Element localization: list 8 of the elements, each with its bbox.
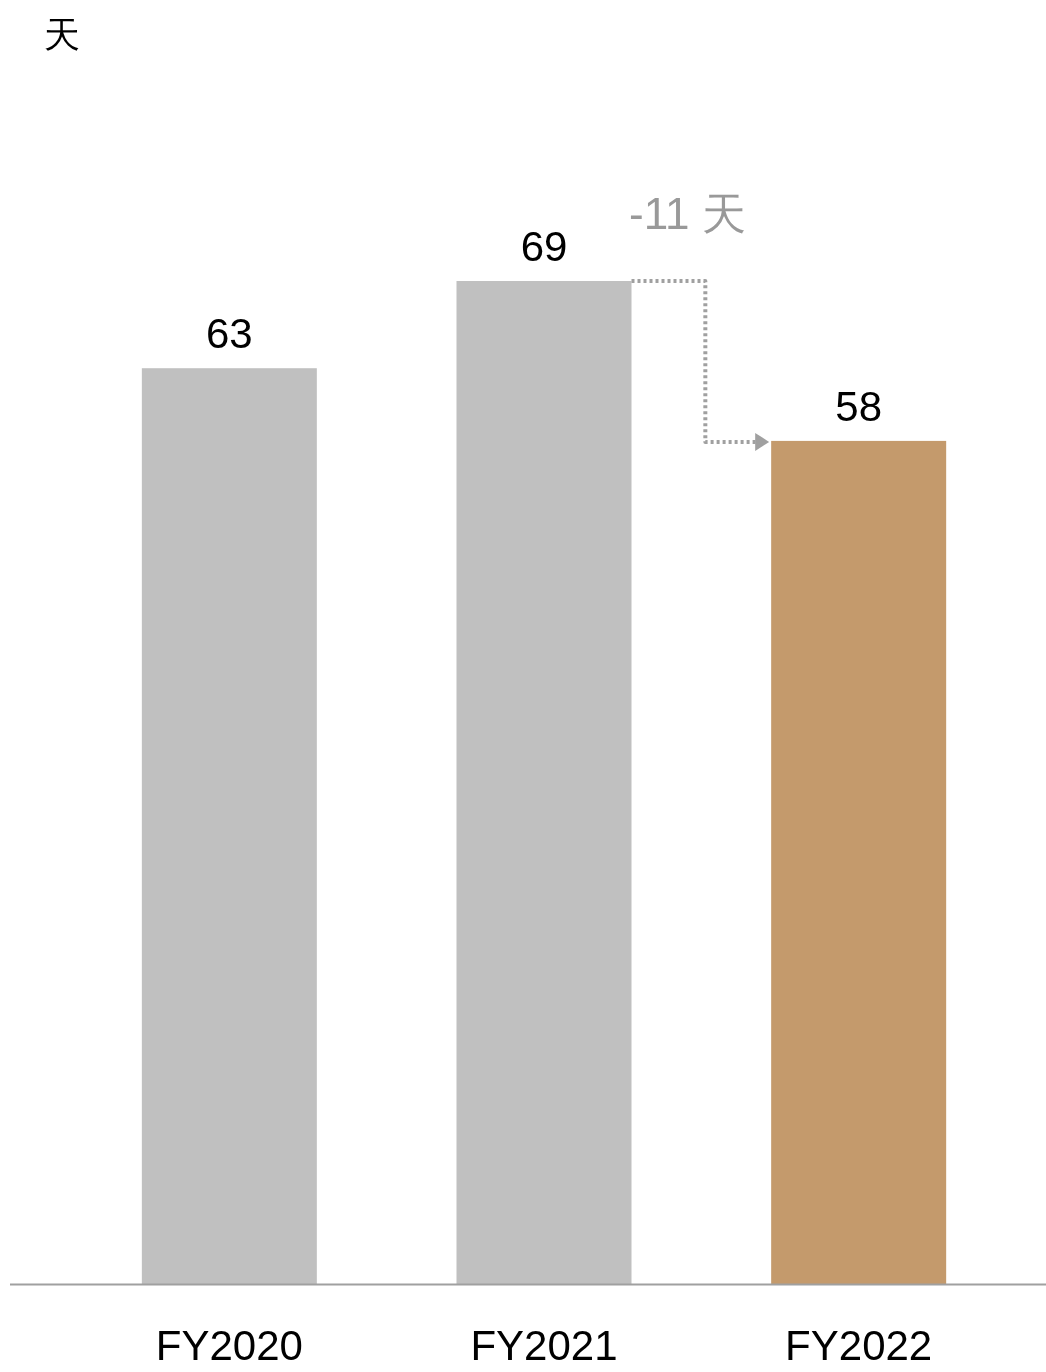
data-label: 58 — [835, 382, 883, 430]
text: -11 天 — [629, 189, 746, 238]
x-tick-label: FY2020 — [155, 1322, 303, 1369]
text: 天 — [44, 14, 80, 55]
x-tick-label: FY2022 — [785, 1322, 933, 1369]
data-label: 69 — [520, 223, 568, 270]
x-tick-label: FY2021 — [470, 1322, 618, 1369]
data-label: 63 — [205, 310, 253, 358]
